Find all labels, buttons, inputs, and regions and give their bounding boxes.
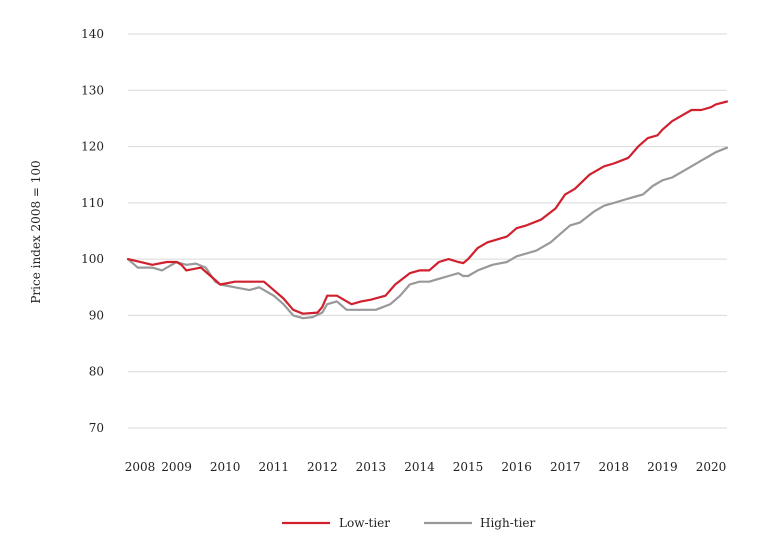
y-axis-label: Price index 2008 = 100 <box>29 160 43 303</box>
gridlines <box>128 33 727 429</box>
x-tick-label: 2012 <box>307 460 338 474</box>
x-tick-label: 2017 <box>550 460 581 474</box>
x-tick-label: 2009 <box>161 460 192 474</box>
y-tick-label: 110 <box>81 196 104 210</box>
y-tick-label: 100 <box>81 252 104 266</box>
legend-label-high-tier: High-tier <box>480 516 536 530</box>
x-tick-label: 2008 <box>125 460 156 474</box>
series-line-low-tier <box>126 100 729 315</box>
x-tick-label: 2011 <box>258 460 289 474</box>
x-tick-label: 2014 <box>404 460 435 474</box>
x-tick-label: 2016 <box>501 460 532 474</box>
y-axis: 70 80 90 100 110 120 130 140 <box>81 27 104 435</box>
series-line-high-tier <box>126 146 729 320</box>
legend: Low-tier High-tier <box>282 516 536 530</box>
x-tick-label: 2019 <box>647 460 678 474</box>
y-tick-label: 130 <box>81 83 104 97</box>
y-tick-label: 80 <box>89 365 104 379</box>
y-tick-label: 90 <box>89 308 104 322</box>
x-tick-label: 2015 <box>453 460 484 474</box>
series-lines <box>126 100 729 320</box>
x-axis: 2008 2009 2010 2011 2012 2013 2014 2015 2016 2017… <box>125 460 727 474</box>
legend-label-low-tier: Low-tier <box>339 516 390 530</box>
x-tick-label: 2018 <box>599 460 630 474</box>
x-tick-label: 2013 <box>356 460 387 474</box>
x-tick-label: 2020 <box>696 460 727 474</box>
y-tick-label: 140 <box>81 27 104 41</box>
y-tick-label: 70 <box>89 421 104 435</box>
x-tick-label: 2010 <box>210 460 241 474</box>
y-tick-label: 120 <box>81 140 104 154</box>
